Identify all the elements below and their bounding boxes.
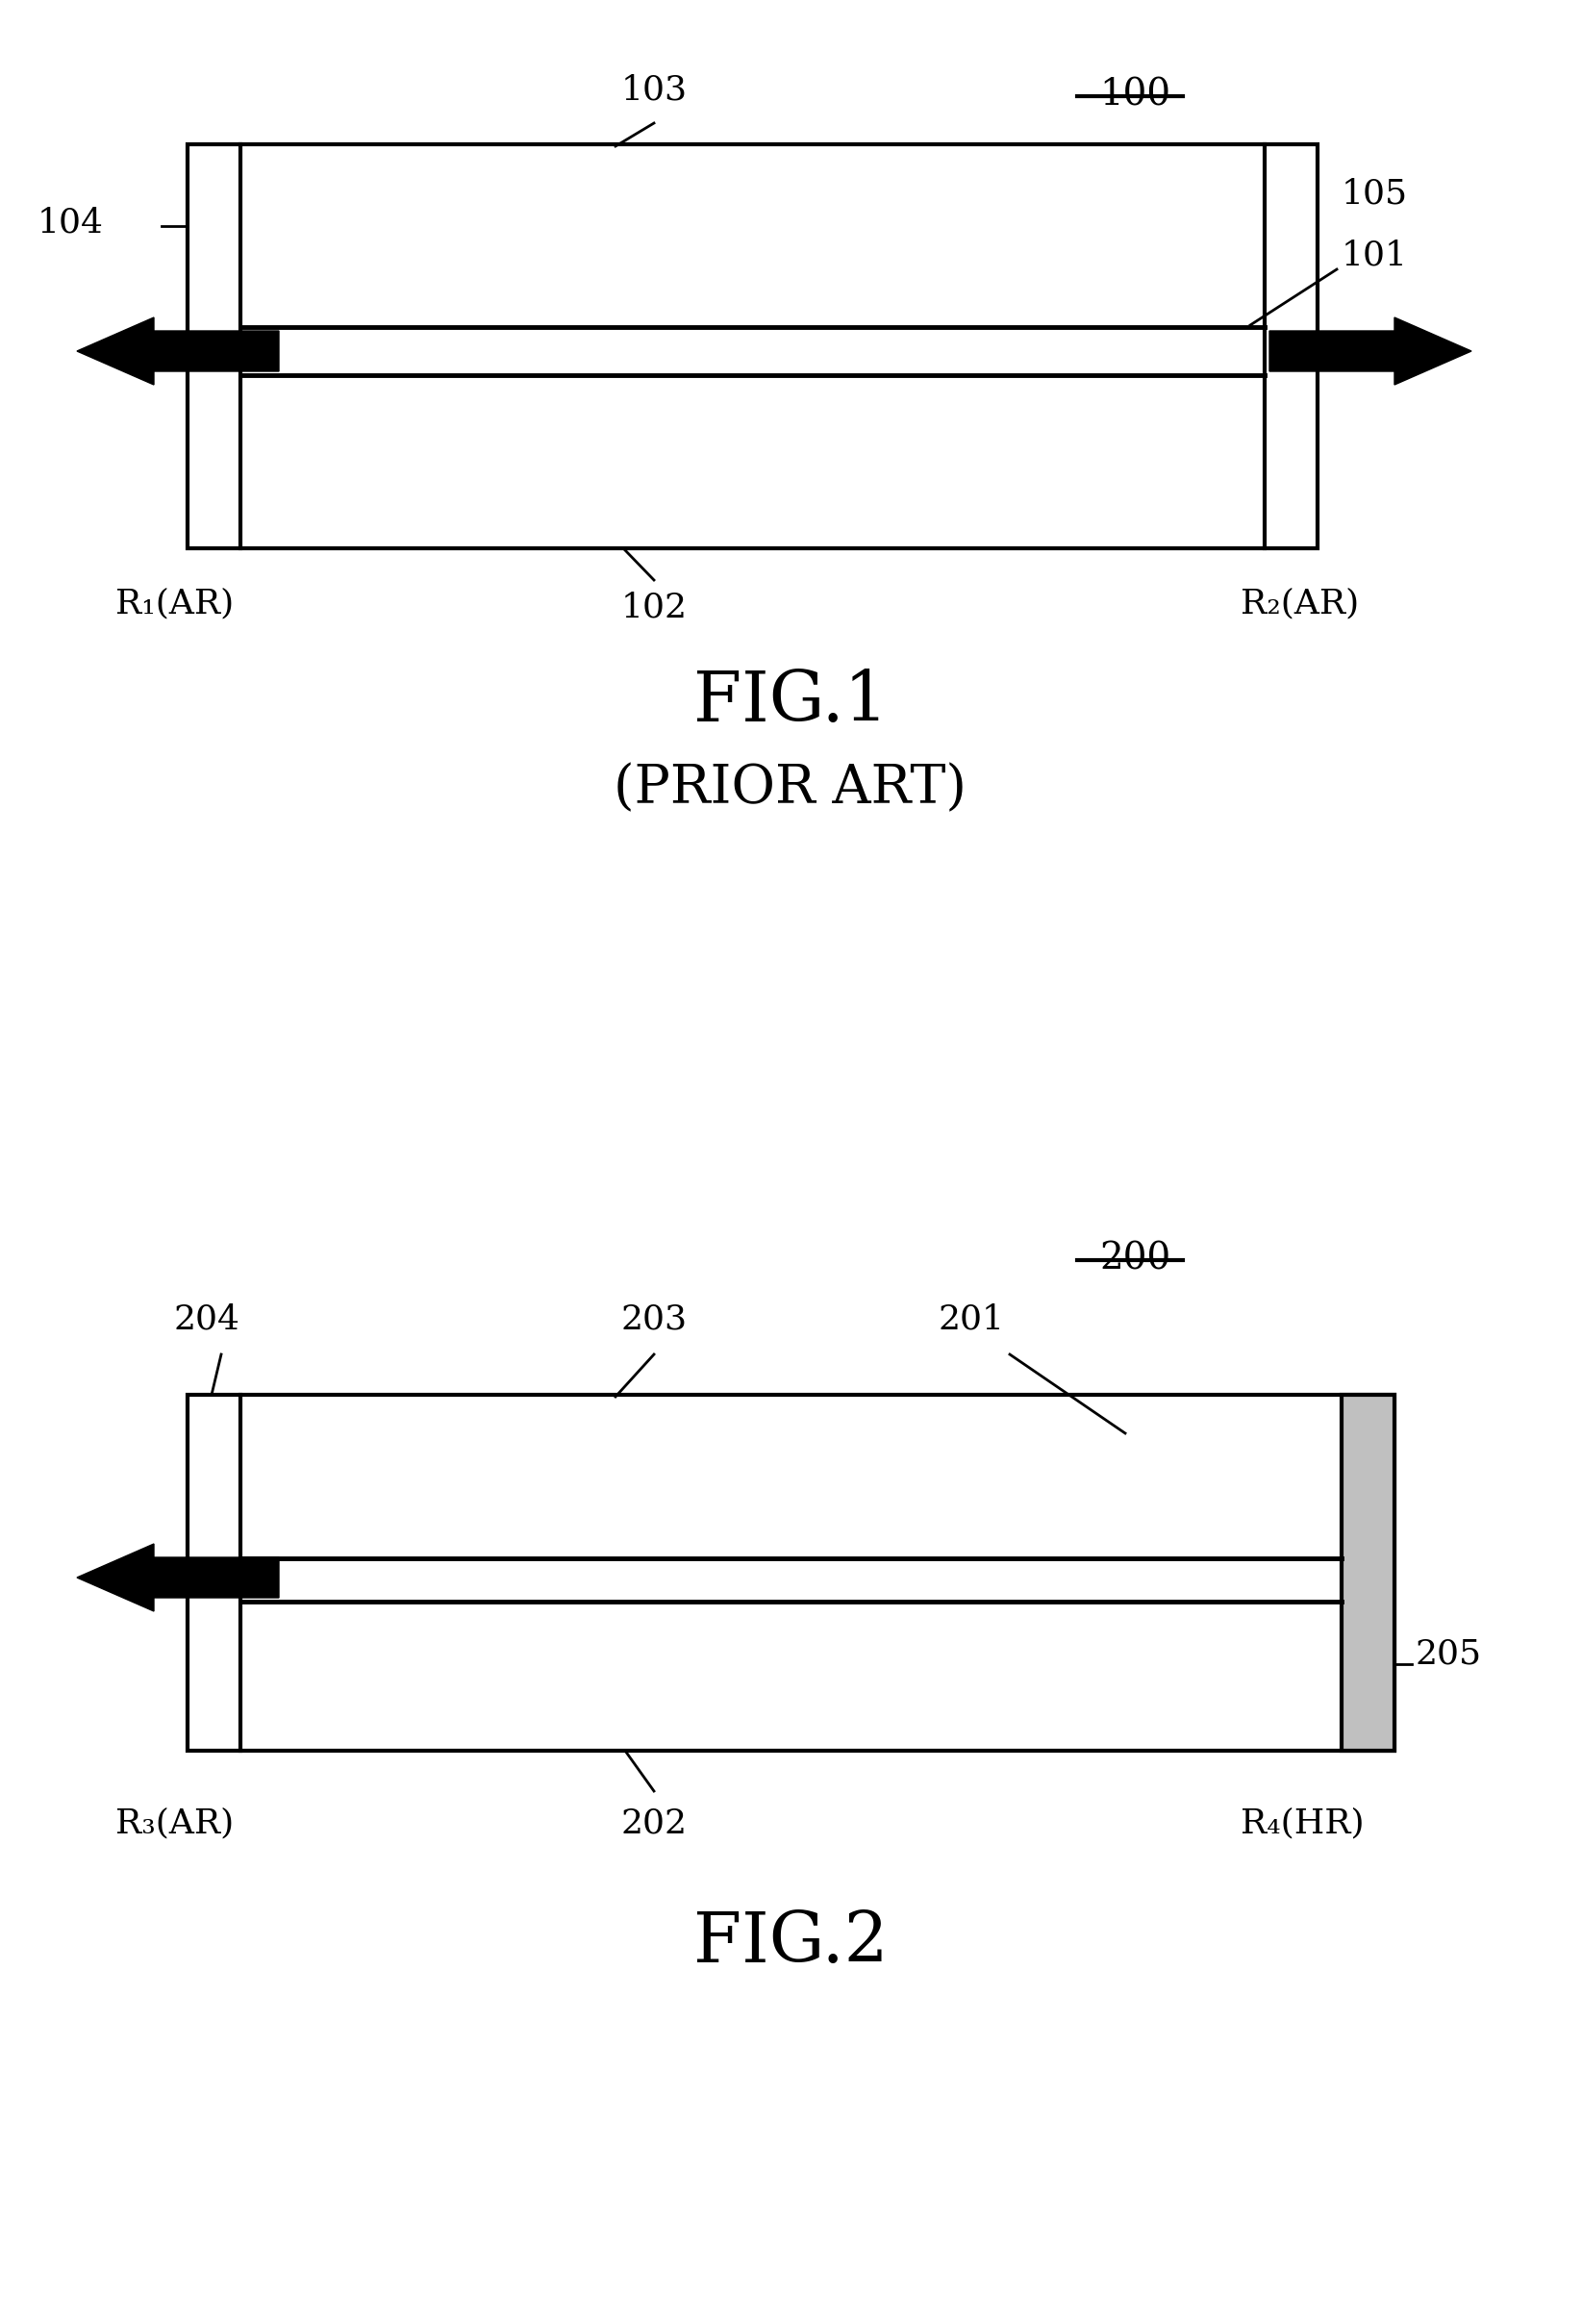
Text: 101: 101 (1342, 239, 1408, 272)
Text: 100: 100 (1099, 77, 1171, 112)
Text: 205: 205 (1416, 1638, 1482, 1671)
Text: R₃(AR): R₃(AR) (115, 1806, 234, 1838)
Text: R₂(AR): R₂(AR) (1240, 586, 1359, 621)
Bar (1342, 1394, 1394, 1750)
Bar (188, 1394, 1394, 1750)
Text: 203: 203 (620, 1301, 687, 1336)
Text: 103: 103 (620, 72, 687, 107)
Polygon shape (1269, 318, 1471, 386)
Text: 202: 202 (620, 1806, 687, 1838)
Polygon shape (78, 318, 278, 386)
Text: 102: 102 (620, 593, 687, 625)
Text: FIG.2: FIG.2 (693, 1908, 888, 1978)
Text: R₄(HR): R₄(HR) (1240, 1806, 1364, 1838)
Polygon shape (78, 1543, 278, 1611)
Text: 200: 200 (1099, 1241, 1171, 1276)
Text: FIG.1: FIG.1 (693, 669, 888, 737)
Text: R₁(AR): R₁(AR) (115, 586, 234, 621)
Text: (PRIOR ART): (PRIOR ART) (614, 762, 967, 816)
Text: 105: 105 (1342, 179, 1408, 211)
Text: 104: 104 (38, 207, 104, 239)
Text: 204: 204 (174, 1301, 240, 1336)
Text: 201: 201 (938, 1301, 1005, 1336)
Bar (188, 144, 1318, 548)
